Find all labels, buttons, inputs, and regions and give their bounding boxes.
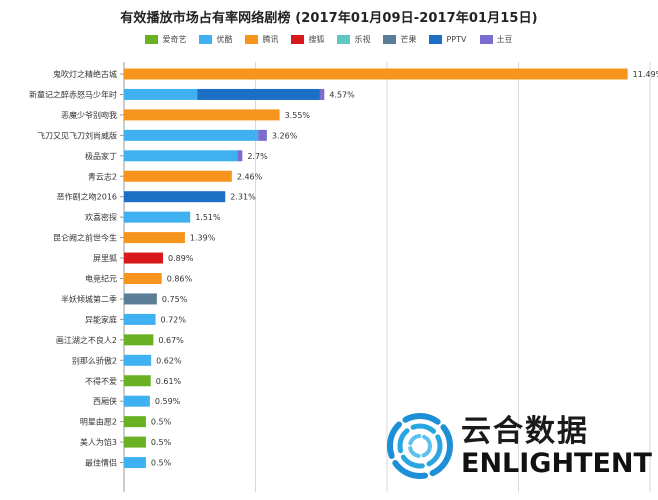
data-label: 1.51% (195, 213, 221, 222)
bar-segment (237, 150, 243, 162)
data-label: 4.57% (329, 90, 355, 99)
legend-item: 爱奇艺 (145, 34, 186, 45)
data-label: 11.49% (633, 70, 658, 79)
bar-segment (319, 88, 325, 100)
legend-item: PPTV (429, 34, 467, 45)
data-label: 0.61% (156, 377, 182, 386)
data-label: 2.7% (247, 152, 268, 161)
legend-item: 优酷 (199, 34, 232, 45)
bar-segment (124, 109, 280, 121)
category-label: 西厢侠 (93, 396, 117, 406)
enlightent-logo-icon (387, 413, 453, 479)
chart-legend: 爱奇艺 优酷 腾讯 搜狐 乐视 芒果 PPTV 土豆 (0, 34, 658, 45)
category-label: 电竞纪元 (85, 274, 117, 284)
category-label: 明星由愿2 (80, 417, 117, 427)
legend-swatch (291, 35, 305, 44)
bar-segment (124, 129, 259, 141)
bar-segment (124, 457, 146, 469)
legend-swatch (337, 35, 351, 44)
data-label: 2.46% (237, 172, 263, 181)
category-label: 美人为馅3 (80, 437, 117, 447)
data-label: 0.67% (158, 336, 184, 345)
watermark-logo: 云合数据 ENLIGHTENT (384, 400, 654, 496)
category-label: 恶魔少爷别吻我 (61, 110, 117, 120)
data-label: 0.5% (151, 438, 172, 447)
legend-swatch (429, 35, 443, 44)
legend-label: 乐视 (354, 35, 371, 44)
bar-segment (124, 252, 164, 264)
legend-swatch (383, 35, 397, 44)
bar-segment (124, 395, 150, 407)
bar-segment (124, 354, 152, 366)
legend-swatch (479, 35, 493, 44)
legend-label: 芒果 (400, 35, 417, 44)
data-label: 0.72% (161, 315, 187, 324)
category-label: 别那么骄傲2 (72, 355, 117, 365)
category-label: 鬼吹灯之精绝古城 (53, 69, 117, 79)
legend-label: 搜狐 (308, 35, 325, 44)
bar-segment (124, 88, 198, 100)
bar-segment (124, 273, 162, 284)
data-label: 3.55% (285, 111, 311, 120)
category-label: 不得不爱 (85, 376, 117, 386)
category-label: 屏里狐 (93, 253, 117, 263)
category-label: 最佳情侣 (85, 458, 117, 468)
bar-segment (124, 191, 226, 203)
data-label: 0.89% (168, 254, 194, 263)
bar-segment (258, 129, 267, 141)
data-label: 0.5% (151, 459, 172, 468)
legend-item: 搜狐 (291, 34, 324, 45)
category-label: 异能家庭 (85, 314, 117, 324)
bar-segment (124, 375, 151, 387)
bar-segment (124, 211, 191, 223)
bar-segment (124, 170, 232, 182)
legend-label: 爱奇艺 (162, 35, 187, 44)
legend-label: 土豆 (496, 35, 513, 44)
category-label: 青云志2 (88, 171, 117, 181)
legend-swatch (145, 35, 159, 44)
legend-item: 土豆 (479, 34, 513, 45)
chart-title: 有效播放市场占有率网络剧榜 (2017年01月09日-2017年01月15日) (120, 11, 538, 26)
legend-label: PPTV (446, 35, 467, 44)
category-label: 新童记之醉赤怒马少年时 (29, 89, 117, 99)
category-label: 欢喜密探 (85, 212, 117, 222)
bar-segment (124, 416, 146, 428)
legend-label: 优酷 (216, 35, 233, 44)
data-label: 2.31% (230, 193, 256, 202)
legend-swatch (199, 35, 213, 44)
bar-segment (124, 436, 146, 448)
bar-segment (124, 68, 628, 80)
bar-segment (124, 313, 156, 325)
category-label: 昆仑阙之前世今生 (53, 233, 117, 243)
bar-segment (197, 88, 320, 100)
data-label: 1.39% (190, 234, 216, 243)
category-label: 恶作剧之吻2016 (57, 192, 117, 202)
legend-label: 腾讯 (262, 35, 279, 44)
bar-segment (124, 293, 157, 305)
legend-swatch (245, 35, 259, 44)
bar-segment (124, 334, 154, 346)
data-label: 0.75% (162, 295, 188, 304)
data-label: 0.59% (155, 397, 181, 406)
data-label: 0.86% (167, 275, 193, 284)
category-label: 飞刀又见飞刀刘尚威版 (37, 130, 117, 140)
data-label: 3.26% (272, 131, 298, 140)
category-label: 极品家丁 (85, 151, 117, 161)
data-label: 0.62% (156, 356, 182, 365)
legend-item: 芒果 (383, 34, 416, 45)
category-label: 画江湖之不良人2 (56, 335, 117, 345)
data-label: 0.5% (151, 418, 172, 427)
legend-item: 腾讯 (245, 34, 278, 45)
bar-segment (124, 150, 238, 162)
watermark-brand-en: ENLIGHTENT (461, 448, 652, 479)
bar-segment (124, 232, 185, 244)
legend-item: 乐视 (337, 34, 370, 45)
watermark-brand-cn: 云合数据 (461, 414, 589, 449)
category-label: 半妖倾城第二季 (61, 294, 117, 304)
